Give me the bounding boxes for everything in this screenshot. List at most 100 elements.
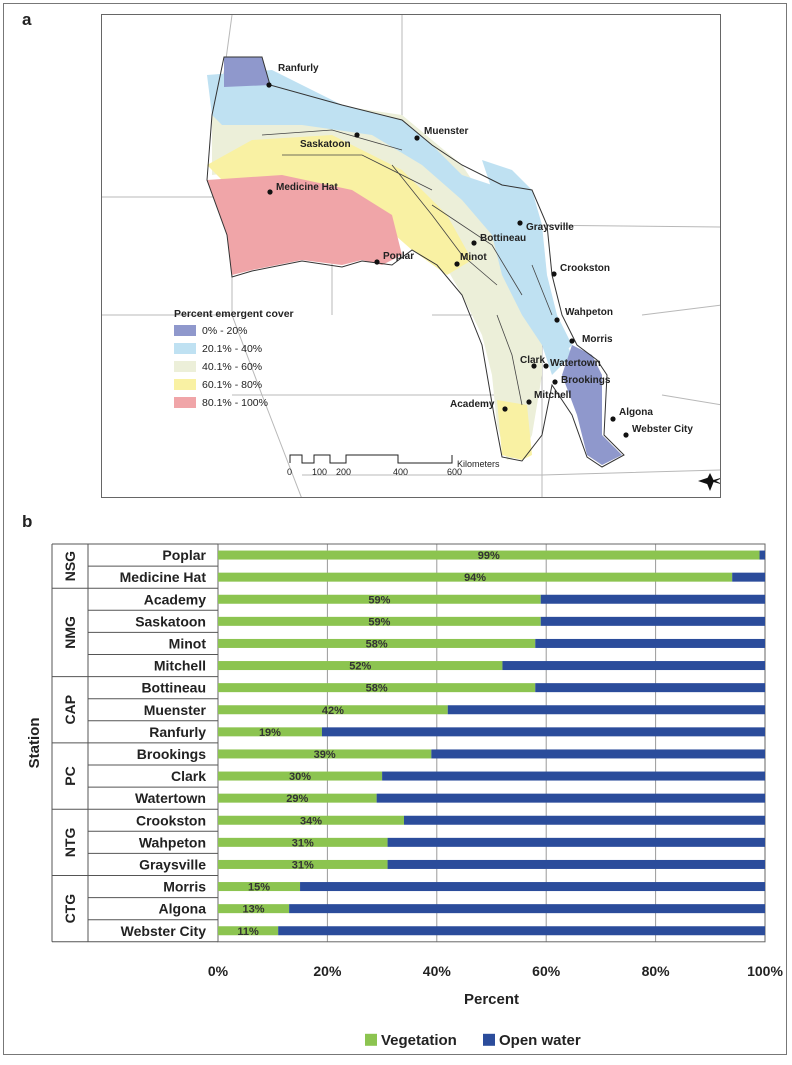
bar-vegetation [218,594,541,604]
data-label: 13% [243,904,265,916]
data-label: 29% [286,793,308,805]
bar-vegetation [218,859,388,869]
data-label: 30% [289,771,311,783]
svg-text:100: 100 [312,467,327,477]
bar-open-water [321,727,765,737]
legend-item: 80.1% - 100% [202,397,268,409]
bar-open-water [387,859,765,869]
basin-outline [206,56,625,468]
bar-open-water [535,683,765,693]
x-tick-label: 20% [313,963,342,979]
svg-text:600: 600 [447,467,462,477]
data-label: 99% [478,550,500,562]
legend-swatch [483,1033,495,1046]
bar-vegetation [218,661,503,671]
y-axis-title: Station [26,717,43,768]
data-label: 58% [366,683,388,695]
bar-vegetation [218,904,290,914]
station-label: Brookings [137,746,206,762]
bar-open-water [535,638,765,648]
station-label: Saskatoon [135,613,206,629]
station-label: Ranfurly [149,724,206,740]
panel-a-label: a [22,10,32,29]
bar-open-water [403,815,765,825]
bar-vegetation [218,882,301,892]
data-label: 31% [292,837,314,849]
bar-open-water [382,771,765,781]
data-label: 59% [368,594,390,606]
data-label: 31% [292,859,314,871]
legend-item: 20.1% - 40% [202,343,262,355]
legend-item: 40.1% - 60% [202,361,262,373]
bar-vegetation [218,550,760,560]
legend-swatch [365,1033,377,1046]
bar-vegetation [218,705,448,715]
station-label: Academy [144,591,206,607]
x-tick-label: 40% [423,963,452,979]
city-label: Bottineau [480,233,526,244]
city-label: Clark [520,355,545,366]
station-label: Minot [169,635,207,651]
x-tick-label: 60% [532,963,561,979]
bar-vegetation [218,926,279,936]
bar-vegetation [218,815,404,825]
cover-zones [206,56,625,468]
city-label: Algona [619,407,653,418]
bar-open-water [732,572,765,582]
station-label: Bottineau [141,680,206,696]
station-label: Medicine Hat [120,569,207,585]
city-label: Crookston [560,263,610,274]
bar-vegetation [218,749,432,759]
bar-vegetation [218,572,733,582]
bar-open-water [431,749,765,759]
x-tick-label: 100% [747,963,783,979]
data-label: 58% [366,638,388,650]
legend-label: Vegetation [381,1032,457,1049]
city-label: Watertown [550,358,601,369]
x-axis-title: Percent [464,991,519,1008]
bar-vegetation [218,837,388,847]
bar-vegetation [218,771,383,781]
city-label: Mitchell [534,390,571,401]
station-label: Mitchell [154,658,206,674]
bar-open-water [300,882,765,892]
scale-bar: 0 100 200 400 600 Kilometers [287,454,500,477]
zone-0-20 [224,57,270,87]
zone-60-80-south [497,400,532,460]
x-tick-label: 0% [208,963,229,979]
bar-vegetation [218,616,541,626]
bar-open-water [447,705,765,715]
bar-open-water [759,550,765,560]
legend-title: Percent emergent cover [174,308,294,320]
city-label: Morris [582,334,613,345]
bar-vegetation [218,793,377,803]
bar-open-water [289,904,765,914]
bar-open-water [387,837,765,847]
station-label: Webster City [121,923,207,939]
station-label: Muenster [144,702,207,718]
bar-vegetation [218,638,536,648]
data-label: 59% [368,616,390,628]
city-label: Brookings [561,375,611,386]
data-label: 52% [349,661,371,673]
zone-80-100 [207,175,402,275]
zone-0-20-south [562,345,622,465]
zone-20-40-east [482,160,572,360]
svg-text:400: 400 [393,467,408,477]
city-label: Graysville [526,222,574,233]
map-legend: Percent emergent cover 0% - 20% 20.1% - … [174,308,294,409]
city-label: Academy [450,399,495,410]
group-label: CTG [62,894,78,924]
city-label: Wahpeton [565,307,613,318]
legend-item: 60.1% - 80% [202,379,262,391]
group-label: NMG [62,616,78,649]
station-label: Clark [171,768,206,784]
station-label: Graysville [139,856,206,872]
north-arrow-icon [698,473,720,491]
panel-b-label: b [22,512,33,531]
emergent-cover-map: Ranfurly Muenster Saskatoon Medicine Hat… [101,14,721,498]
city-label: Muenster [424,126,469,137]
zone-60-80 [207,135,472,275]
svg-text:Kilometers: Kilometers [457,459,500,469]
svg-text:200: 200 [336,467,351,477]
